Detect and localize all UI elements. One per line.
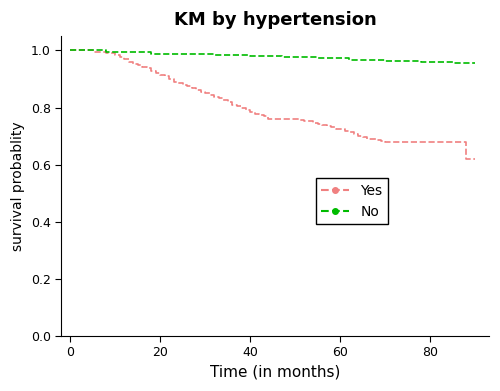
X-axis label: Time (in months): Time (in months): [210, 365, 340, 380]
Y-axis label: survival probablity: survival probablity: [11, 121, 25, 251]
Title: KM by hypertension: KM by hypertension: [174, 11, 376, 29]
Legend: Yes, No: Yes, No: [316, 178, 388, 224]
